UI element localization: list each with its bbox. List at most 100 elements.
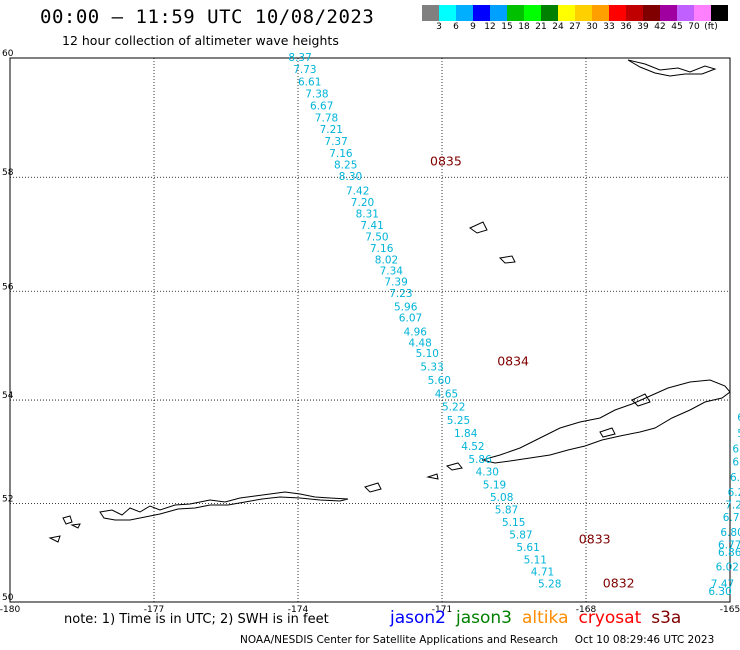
- coastline: [481, 379, 731, 464]
- wave-height-value: 5.60: [428, 375, 451, 387]
- satellite-legend: jason2 jason3 altika cryosat s3a: [390, 608, 691, 628]
- wave-height-value: 7.23: [389, 288, 412, 300]
- coastline: [599, 427, 616, 438]
- legend-tick-label: 3: [436, 22, 442, 32]
- wave-height-value: 5: [737, 428, 740, 440]
- lat-label: 50: [2, 593, 14, 603]
- legend-swatch: [643, 5, 660, 21]
- legend-swatch: [541, 5, 558, 21]
- coastline: [99, 491, 349, 521]
- wave-height-value: 4.96: [404, 326, 428, 338]
- legend-tick-label: 39: [637, 22, 649, 32]
- wave-height-value: 5.25: [447, 415, 470, 427]
- wave-height-value: 8.02: [375, 254, 398, 266]
- legend-tick-label: 9: [470, 22, 476, 32]
- satellite-label: jason2: [390, 608, 446, 628]
- coastline: [62, 515, 73, 525]
- lon-label: -165: [720, 605, 740, 615]
- lat-label: 60: [2, 49, 14, 59]
- wave-height-value: 7.34: [380, 265, 404, 277]
- coastline: [48, 535, 61, 543]
- lon-label: -174: [288, 605, 309, 615]
- wave-height-value: 7.20: [351, 197, 374, 209]
- lon-label: -171: [432, 605, 452, 615]
- wave-height-value: 7.37: [324, 136, 347, 148]
- legend-tick-label: 45: [671, 22, 683, 32]
- wave-height-value: 5.33: [420, 362, 443, 374]
- legend-tick-label: 12: [484, 22, 496, 32]
- pass-time-label: 0835: [430, 154, 462, 169]
- satellite-label: jason3: [456, 608, 512, 628]
- legend-swatch: [626, 5, 643, 21]
- legend-swatch: [422, 5, 439, 21]
- wave-height-value: 8.37: [288, 52, 311, 64]
- wave-height-value: 6.1: [732, 444, 740, 456]
- wave-height-value: 6.67: [310, 100, 333, 112]
- coastline: [445, 462, 463, 471]
- wave-height-value: 8.31: [356, 209, 379, 221]
- legend-tick-label: 27: [569, 22, 581, 32]
- wave-height-value: 6.02: [716, 562, 739, 574]
- legend-tick-label: 33: [603, 22, 615, 32]
- coastline: [498, 255, 516, 264]
- wave-height-value: 1.84: [454, 428, 478, 440]
- wave-height-value: 7.16: [370, 243, 394, 255]
- wave-height-value: 5.96: [394, 302, 418, 314]
- lon-label: -180: [0, 605, 20, 615]
- legend-swatch: [490, 5, 507, 21]
- wave-height-value: 4.48: [408, 337, 431, 349]
- wave-height-value: 6.3: [730, 472, 740, 484]
- legend-swatch: [507, 5, 524, 21]
- wave-height-value: 7.38: [305, 88, 328, 100]
- lon-label: -168: [576, 605, 597, 615]
- legend-swatch: [439, 5, 456, 21]
- wave-height-value: 6.80: [720, 527, 740, 539]
- legend-swatch: [524, 5, 541, 21]
- pass-time-label: 0834: [497, 353, 529, 368]
- color-legend-bar: [422, 5, 728, 21]
- wave-height-value: 7.73: [293, 64, 316, 76]
- legend-tick-label: 24: [552, 22, 564, 32]
- legend-swatch: [558, 5, 575, 21]
- legend-tick-label: 42: [654, 22, 666, 32]
- legend-swatch: [609, 5, 626, 21]
- lat-label: 56: [2, 282, 14, 292]
- legend-tick-label: 15: [501, 22, 513, 32]
- wave-height-value: 5.61: [516, 542, 539, 554]
- legend-swatch: [660, 5, 677, 21]
- wave-height-value: 4.30: [476, 467, 499, 479]
- legend-tick-label: 70: [688, 22, 700, 32]
- coastline: [364, 482, 382, 493]
- coastline: [631, 393, 651, 407]
- wave-height-value: 6.86: [718, 547, 740, 559]
- coastline: [627, 59, 717, 77]
- wave-height-value: 7.21: [320, 124, 343, 136]
- wave-height-value: 6.73: [723, 512, 740, 524]
- lat-label: 52: [2, 495, 13, 505]
- legend-swatch: [456, 5, 473, 21]
- wave-height-value: 6.61: [298, 76, 321, 88]
- wave-height-value: 5.10: [416, 348, 439, 360]
- wave-height-value: 7.41: [360, 220, 383, 232]
- legend-tick-label: 18: [518, 22, 530, 32]
- legend-swatch: [592, 5, 609, 21]
- wave-height-value: 4.71: [531, 566, 554, 578]
- legend-tick-label: 21: [535, 22, 547, 32]
- lat-label: 58: [2, 168, 14, 178]
- legend-swatch: [677, 5, 694, 21]
- wave-height-value: 7.16: [329, 148, 353, 160]
- wave-height-value: 4.52: [461, 441, 484, 453]
- legend-tick-label: 6: [453, 22, 459, 32]
- legend-swatch: [575, 5, 592, 21]
- map-subtitle: 12 hour collection of altimeter wave hei…: [62, 33, 339, 48]
- pass-time-label: 0833: [579, 532, 611, 547]
- wave-height-value: 6.2: [732, 456, 740, 468]
- footer-timestamp: Oct 10 08:29:46 UTC 2023: [574, 634, 715, 646]
- legend-swatch: [711, 5, 728, 21]
- wave-height-value: 7.78: [315, 112, 338, 124]
- wave-height-value: 7.2: [725, 500, 740, 512]
- legend-tick-label: 30: [586, 22, 598, 32]
- legend-tick-label: 36: [620, 22, 632, 32]
- wave-height-value: 5.11: [524, 554, 547, 566]
